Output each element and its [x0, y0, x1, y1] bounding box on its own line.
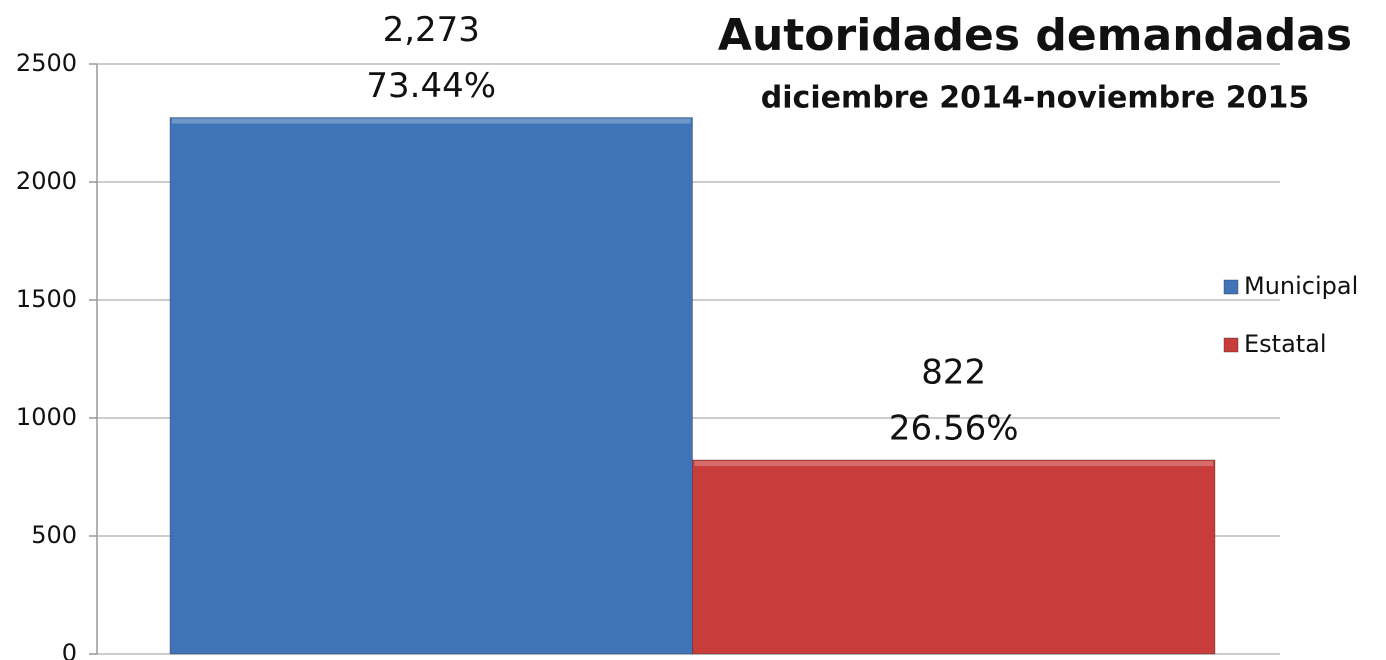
y-tick-label: 1000 [16, 403, 77, 431]
bar-highlight [172, 118, 691, 124]
share-label: 26.56% [889, 409, 1019, 449]
y-tick-label: 0 [62, 639, 77, 660]
chart-subtitle: diciembre 2014-noviembre 2015 [761, 81, 1309, 116]
data-label: 2,273 [383, 10, 480, 50]
share-label: 73.44% [366, 66, 496, 106]
legend-label: Municipal [1244, 272, 1358, 300]
legend-label: Estatal [1244, 330, 1327, 358]
y-tick-label: 2000 [16, 167, 77, 195]
chart-title: Autoridades demandadas [718, 10, 1352, 61]
legend-swatch [1223, 279, 1239, 295]
bar [692, 459, 1216, 655]
data-label: 822 [921, 353, 986, 393]
y-tick-label: 500 [31, 521, 77, 549]
y-tick-label: 1500 [16, 285, 77, 313]
legend-swatch [1223, 337, 1239, 353]
y-tick-label: 2500 [16, 49, 77, 77]
bar-highlight [694, 461, 1213, 467]
bar [169, 117, 693, 655]
